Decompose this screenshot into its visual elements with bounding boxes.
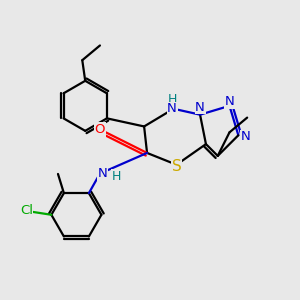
Text: H: H — [167, 93, 177, 106]
Text: N: N — [167, 102, 177, 115]
Text: N: N — [195, 101, 205, 114]
Text: N: N — [241, 130, 250, 143]
Text: N: N — [98, 167, 108, 180]
Text: S: S — [172, 159, 182, 174]
Text: H: H — [112, 170, 121, 183]
Text: O: O — [95, 123, 105, 136]
Text: N: N — [225, 95, 234, 108]
Text: Cl: Cl — [20, 204, 33, 217]
